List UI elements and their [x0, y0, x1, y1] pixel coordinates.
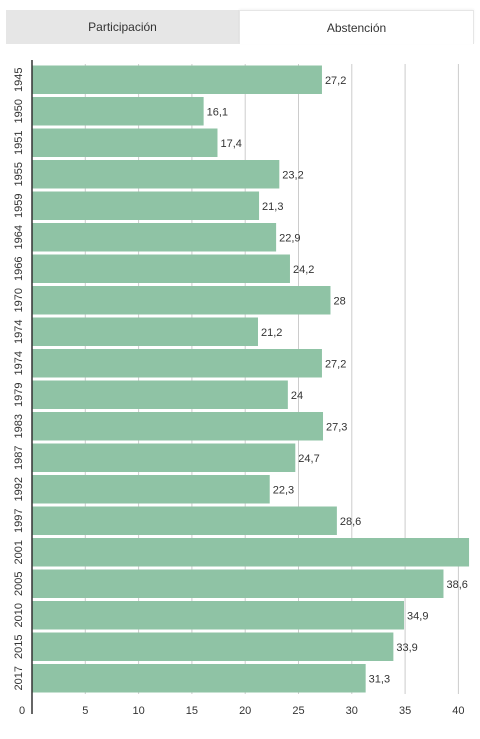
- category-label: 2015: [13, 635, 25, 659]
- x-tick-label: 25: [292, 705, 304, 717]
- data-label: 27,2: [325, 358, 346, 370]
- data-label: 23,2: [282, 169, 303, 181]
- data-label: 38,6: [446, 579, 467, 591]
- category-label: 2001: [13, 540, 25, 564]
- x-tick-label: 10: [132, 705, 144, 717]
- category-label: 1987: [13, 446, 25, 470]
- category-label: 1997: [13, 509, 25, 533]
- bar: [32, 475, 270, 504]
- data-label: 33,9: [396, 642, 417, 654]
- bar: [32, 160, 280, 189]
- bar: [32, 97, 204, 126]
- bar: [32, 538, 470, 567]
- category-label: 1970: [13, 288, 25, 312]
- bar: [32, 254, 290, 283]
- bar: [32, 506, 337, 535]
- category-label: 1992: [13, 477, 25, 501]
- bar: [32, 632, 394, 661]
- category-label: 1974: [13, 320, 25, 344]
- category-label: 2017: [13, 666, 25, 690]
- data-label: 21,2: [261, 327, 282, 339]
- data-label: 28,6: [340, 516, 361, 528]
- data-label: 24,2: [293, 264, 314, 276]
- x-tick-label: 20: [239, 705, 251, 717]
- x-tick-label: 5: [82, 705, 88, 717]
- category-label: 1945: [13, 68, 25, 92]
- category-label: 1983: [13, 414, 25, 438]
- data-label: 17,4: [220, 138, 241, 150]
- tab-participacion[interactable]: Participación: [6, 10, 239, 44]
- data-label: 22,9: [279, 232, 300, 244]
- bar: [32, 349, 322, 378]
- data-label: 24: [291, 390, 303, 402]
- x-tick-label: 15: [186, 705, 198, 717]
- data-label: 34,9: [407, 610, 428, 622]
- x-tick-label: 30: [346, 705, 358, 717]
- data-label: 28: [333, 295, 345, 307]
- x-tick-label: 40: [452, 705, 464, 717]
- data-label: 27,3: [326, 421, 347, 433]
- bar: [32, 286, 331, 315]
- data-label: 16,1: [207, 106, 228, 118]
- data-label: 22,3: [273, 484, 294, 496]
- category-label: 1955: [13, 162, 25, 186]
- bar: [32, 380, 288, 409]
- category-label: 1959: [13, 194, 25, 218]
- category-label: 1974: [13, 351, 25, 375]
- bar: [32, 128, 218, 157]
- data-label: 27,2: [325, 75, 346, 87]
- category-label: 2010: [13, 603, 25, 627]
- bar: [32, 412, 324, 441]
- tab-abstencion[interactable]: Abstención: [239, 10, 474, 44]
- bar: [32, 223, 277, 252]
- bar: [32, 664, 366, 693]
- data-label: 21,3: [262, 201, 283, 213]
- x-tick-label: 0: [19, 705, 25, 717]
- bar: [32, 317, 258, 346]
- category-label: 1979: [13, 383, 25, 407]
- category-label: 2005: [13, 572, 25, 596]
- category-label: 1951: [13, 131, 25, 155]
- bar: [32, 65, 322, 94]
- chart-tabs: Participación Abstención: [6, 10, 474, 44]
- data-label: 31,3: [369, 673, 390, 685]
- data-label: 24,7: [298, 453, 319, 465]
- bar: [32, 191, 260, 220]
- category-label: 1950: [13, 99, 25, 123]
- bar: [32, 443, 296, 472]
- category-label: 1964: [13, 225, 25, 249]
- bar: [32, 601, 405, 630]
- category-label: 1966: [13, 257, 25, 281]
- bar: [32, 569, 444, 598]
- x-tick-label: 35: [399, 705, 411, 717]
